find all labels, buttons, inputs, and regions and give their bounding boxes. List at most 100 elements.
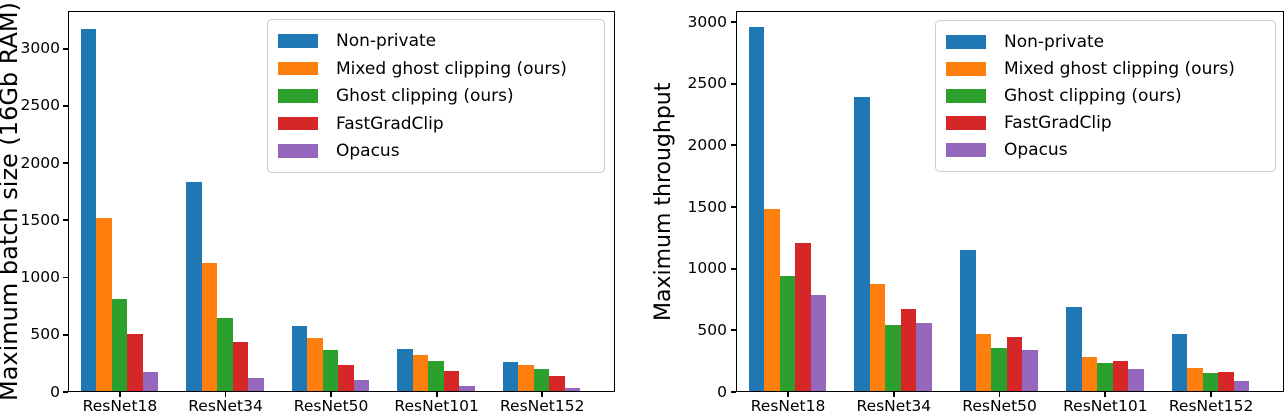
bar-ghost-clipping-ours-resnet34	[217, 318, 233, 391]
y-tick-mark	[731, 82, 736, 85]
legend-swatch-mixed-ghost-clipping-ours	[278, 61, 318, 76]
bar-mixed-ghost-clipping-ours-resnet101	[412, 354, 429, 391]
bar-opacus-resnet50	[353, 380, 370, 391]
bar-ghost-clipping-ours-resnet50	[991, 347, 1007, 391]
bar-opacus-resnet18	[142, 371, 159, 391]
bar-non-private-resnet34	[854, 96, 870, 391]
y-tick-label: 2500	[687, 74, 727, 93]
bar-ghost-clipping-ours-resnet18	[779, 275, 796, 391]
bar-non-private-resnet34	[186, 181, 202, 391]
bar-fastgradclip-resnet34	[900, 309, 917, 391]
x-tick-mark	[224, 392, 227, 397]
legend-label: Ghost clipping (ours)	[1004, 86, 1182, 106]
x-tick-mark	[435, 392, 438, 397]
y-tick-mark	[63, 333, 68, 336]
y-tick-mark	[731, 21, 736, 23]
bar-non-private-resnet152	[1171, 334, 1188, 391]
bar-non-private-resnet18	[748, 27, 765, 391]
bar-mixed-ghost-clipping-ours-resnet152	[518, 364, 534, 391]
y-tick-label: 1000	[20, 268, 60, 287]
x-tick-label: ResNet34	[188, 397, 263, 415]
bar-ghost-clipping-ours-resnet34	[885, 325, 901, 391]
legend-swatch-non-private	[278, 34, 318, 48]
y-tick-mark	[731, 267, 736, 270]
bar-ghost-clipping-ours-resnet152	[533, 368, 550, 391]
x-tick-mark	[1104, 392, 1107, 397]
y-tick-label: 3000	[20, 39, 60, 58]
legend: Non-private Mixed ghost clipping (ours) Gh…	[267, 19, 605, 173]
legend-swatch-fastgradclip	[278, 116, 318, 131]
y-tick-mark	[63, 162, 68, 165]
legend-swatch-mixed-ghost-clipping-ours	[946, 62, 986, 76]
bar-opacus-resnet101	[1128, 369, 1144, 391]
legend-entry: Non-private	[278, 28, 594, 54]
bar-fastgradclip-resnet50	[338, 364, 354, 391]
legend-label: Non-private	[336, 31, 437, 51]
bar-non-private-resnet50	[960, 249, 976, 391]
y-tick-label: 2000	[687, 135, 727, 154]
bar-mixed-ghost-clipping-ours-resnet34	[869, 283, 886, 391]
legend-entry: FastGradClip	[946, 110, 1265, 136]
legend-entry: Ghost clipping (ours)	[278, 83, 594, 109]
y-tick-label: 3000	[687, 12, 727, 31]
bar-non-private-resnet101	[397, 349, 413, 391]
x-tick-mark	[892, 392, 895, 397]
bar-mixed-ghost-clipping-ours-resnet50	[307, 338, 323, 391]
bar-fastgradclip-resnet50	[1006, 337, 1023, 391]
bar-non-private-resnet152	[502, 362, 519, 391]
bar-non-private-resnet50	[291, 325, 308, 391]
bar-fastgradclip-resnet101	[443, 370, 460, 391]
x-tick-label: ResNet50	[293, 397, 369, 415]
legend-label: Opacus	[336, 141, 400, 161]
bar-non-private-resnet101	[1066, 306, 1082, 391]
legend-entry: Opacus	[946, 137, 1265, 163]
bar-ghost-clipping-ours-resnet18	[111, 299, 128, 391]
bar-opacus-resnet101	[459, 385, 475, 391]
x-tick-label: ResNet18	[750, 397, 826, 415]
x-tick-label: ResNet101	[394, 397, 479, 415]
bar-ghost-clipping-ours-resnet50	[322, 349, 339, 391]
legend-entry: Mixed ghost clipping (ours)	[946, 56, 1265, 82]
y-tick-mark	[63, 47, 68, 50]
legend-label: Non-private	[1004, 32, 1105, 52]
legend-swatch-fastgradclip	[946, 116, 986, 130]
y-tick-label: 1000	[687, 259, 727, 278]
x-tick-label: ResNet34	[856, 397, 932, 415]
legend-entry: Non-private	[946, 29, 1265, 55]
bar-opacus-resnet152	[564, 387, 581, 391]
x-tick-mark	[119, 392, 121, 397]
y-tick-mark	[63, 105, 68, 107]
legend-label: FastGradClip	[336, 113, 444, 134]
legend-entry: Opacus	[278, 138, 594, 164]
bar-mixed-ghost-clipping-ours-resnet34	[201, 262, 218, 391]
bar-mixed-ghost-clipping-ours-resnet50	[975, 333, 992, 391]
x-tick-mark	[541, 392, 544, 397]
x-tick-label: ResNet152	[1168, 397, 1254, 415]
legend-swatch-ghost-clipping-ours	[946, 89, 986, 103]
bar-mixed-ghost-clipping-ours-resnet101	[1081, 357, 1097, 391]
x-tick-mark	[330, 392, 332, 397]
bar-mixed-ghost-clipping-ours-resnet152	[1187, 367, 1203, 391]
bar-opacus-resnet152	[1233, 380, 1250, 391]
y-tick-label: 2000	[20, 153, 60, 172]
bar-opacus-resnet18	[810, 294, 827, 391]
bar-fastgradclip-resnet152	[1218, 371, 1234, 391]
bar-ghost-clipping-ours-resnet101	[428, 361, 444, 391]
bar-opacus-resnet34	[916, 323, 932, 391]
legend-entry: Mixed ghost clipping (ours)	[278, 56, 594, 82]
bar-non-private-resnet18	[80, 29, 97, 391]
legend: Non-private Mixed ghost clipping (ours) Gh…	[935, 20, 1276, 172]
y-tick-label: 1500	[687, 197, 727, 216]
y-tick-mark	[63, 219, 68, 222]
bar-opacus-resnet34	[248, 377, 264, 391]
bar-mixed-ghost-clipping-ours-resnet18	[764, 209, 780, 391]
x-tick-mark	[787, 392, 789, 397]
y-tick-mark	[731, 391, 736, 393]
legend-swatch-opacus	[946, 143, 986, 157]
legend-label: Mixed ghost clipping (ours)	[1004, 59, 1235, 79]
y-tick-mark	[63, 276, 68, 279]
y-tick-label: 0	[717, 382, 727, 401]
